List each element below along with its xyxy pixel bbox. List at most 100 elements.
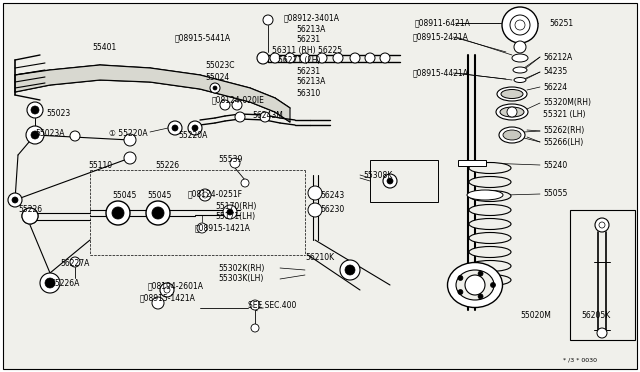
Ellipse shape [496, 104, 528, 120]
Ellipse shape [469, 163, 511, 173]
Text: 55401: 55401 [92, 44, 116, 52]
Circle shape [365, 53, 375, 63]
Text: 56231: 56231 [296, 35, 320, 45]
Text: 55266(LH): 55266(LH) [543, 138, 583, 147]
Text: 56311 (RH) 56225: 56311 (RH) 56225 [272, 46, 342, 55]
Circle shape [507, 107, 517, 117]
Circle shape [241, 179, 249, 187]
Circle shape [308, 203, 322, 217]
Circle shape [285, 53, 295, 63]
Circle shape [8, 193, 22, 207]
Ellipse shape [513, 67, 527, 73]
Circle shape [31, 106, 39, 114]
Circle shape [510, 15, 530, 35]
Text: Ⓝ08912-3401A: Ⓝ08912-3401A [284, 13, 340, 22]
Circle shape [26, 212, 34, 220]
Text: Ⓑ08124-020IE: Ⓑ08124-020IE [212, 96, 265, 105]
Text: 56224: 56224 [543, 83, 567, 92]
Circle shape [350, 53, 360, 63]
Ellipse shape [514, 77, 526, 83]
Circle shape [333, 53, 343, 63]
Text: 55308K: 55308K [363, 170, 392, 180]
Text: 55110: 55110 [88, 161, 112, 170]
Circle shape [250, 300, 260, 310]
Text: 55055: 55055 [543, 189, 568, 199]
Text: 56231: 56231 [296, 67, 320, 77]
Text: 55240: 55240 [543, 160, 567, 170]
Circle shape [45, 278, 55, 288]
Circle shape [188, 121, 202, 135]
Circle shape [458, 275, 463, 280]
Circle shape [152, 297, 164, 309]
Text: 56205K: 56205K [581, 311, 611, 321]
Circle shape [164, 287, 170, 293]
Text: 55302K(RH): 55302K(RH) [218, 263, 264, 273]
Text: 56243: 56243 [320, 190, 344, 199]
Text: 55170(RH): 55170(RH) [215, 202, 257, 211]
Text: 55320M(RH): 55320M(RH) [543, 99, 591, 108]
Text: Ⓥ08915-1421A: Ⓥ08915-1421A [140, 294, 196, 302]
Circle shape [383, 174, 397, 188]
Circle shape [458, 289, 463, 295]
Text: 55539: 55539 [218, 154, 243, 164]
Circle shape [70, 257, 80, 267]
Circle shape [112, 207, 124, 219]
Circle shape [199, 189, 211, 201]
Circle shape [210, 83, 220, 93]
Text: 54235: 54235 [543, 67, 567, 77]
Circle shape [27, 102, 43, 118]
Circle shape [514, 41, 526, 53]
Circle shape [202, 192, 208, 198]
Text: 56271 (LH): 56271 (LH) [278, 57, 321, 65]
Text: 55262(RH): 55262(RH) [543, 126, 584, 135]
Text: 56230: 56230 [320, 205, 344, 214]
Circle shape [387, 178, 393, 184]
Circle shape [380, 53, 390, 63]
Circle shape [124, 152, 136, 164]
Text: 55023: 55023 [46, 109, 70, 118]
Text: ① 55220A: ① 55220A [109, 128, 148, 138]
Bar [370, 160, 438, 202]
Text: 55226: 55226 [155, 161, 179, 170]
Ellipse shape [500, 107, 524, 117]
Text: 56243M: 56243M [252, 112, 283, 121]
Text: 55020M: 55020M [520, 311, 551, 320]
Circle shape [257, 52, 269, 64]
Text: 55023A: 55023A [35, 128, 65, 138]
Text: 56210K: 56210K [305, 253, 334, 263]
Circle shape [12, 197, 18, 203]
Circle shape [308, 186, 322, 200]
Text: 56251: 56251 [549, 19, 573, 28]
Ellipse shape [499, 127, 525, 143]
Circle shape [124, 134, 136, 146]
Circle shape [340, 260, 360, 280]
Text: 55226A: 55226A [50, 279, 79, 288]
Circle shape [597, 328, 607, 338]
Text: 55321 (LH): 55321 (LH) [543, 109, 586, 119]
Ellipse shape [456, 270, 494, 300]
Circle shape [146, 201, 170, 225]
Circle shape [40, 273, 60, 293]
Text: Ⓥ08915-4421A: Ⓥ08915-4421A [413, 68, 469, 77]
Circle shape [213, 86, 217, 90]
Text: SEE SEC.400: SEE SEC.400 [248, 301, 296, 310]
Circle shape [172, 125, 178, 131]
Text: 55024: 55024 [205, 74, 229, 83]
Circle shape [227, 209, 233, 215]
Circle shape [31, 131, 39, 139]
Text: Ⓝ08911-6421A: Ⓝ08911-6421A [415, 19, 471, 28]
Circle shape [220, 100, 230, 110]
Text: Ⓥ08915-5441A: Ⓥ08915-5441A [175, 33, 231, 42]
Ellipse shape [497, 87, 527, 101]
Text: Ⓥ08915-1421A: Ⓥ08915-1421A [195, 224, 251, 232]
Circle shape [106, 201, 130, 225]
Text: Ⓑ08194-2601A: Ⓑ08194-2601A [148, 282, 204, 291]
Circle shape [595, 218, 609, 232]
Text: 56213A: 56213A [296, 77, 325, 87]
Text: 55045: 55045 [147, 192, 172, 201]
Ellipse shape [469, 176, 511, 187]
Circle shape [515, 20, 525, 30]
Circle shape [192, 125, 198, 131]
Ellipse shape [469, 190, 511, 202]
Circle shape [223, 205, 237, 219]
